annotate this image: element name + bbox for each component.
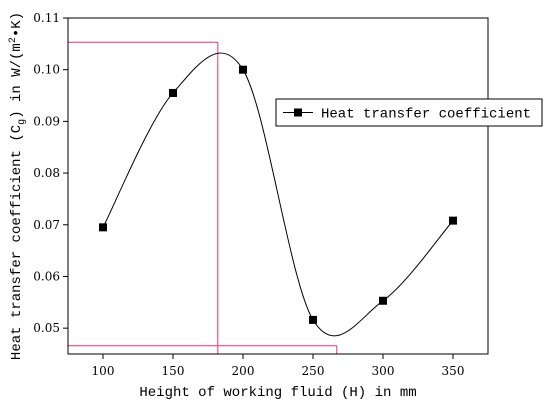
y-axis: 0.05 0.06 0.07 0.08 0.09 0.10 0.11 bbox=[33, 11, 68, 335]
x-axis: 100 150 200 250 300 350 bbox=[92, 354, 465, 378]
data-point-0 bbox=[99, 223, 107, 232]
x-tick-label-4: 300 bbox=[372, 364, 395, 378]
data-point-1 bbox=[169, 88, 177, 97]
y-tick-label-6: 0.11 bbox=[33, 11, 60, 25]
y-tick-label-3: 0.08 bbox=[33, 166, 60, 180]
y-axis-title-part-1: Heat transfer coefficient (C bbox=[9, 125, 25, 360]
y-axis-title-part-3: •K) bbox=[9, 12, 25, 37]
y-tick-label-1: 0.06 bbox=[33, 269, 60, 283]
annotation-layer bbox=[68, 41, 338, 354]
y-tick-label-4: 0.09 bbox=[33, 114, 60, 128]
x-tick-label-1: 150 bbox=[162, 364, 185, 378]
plot-frame bbox=[67, 17, 489, 355]
y-tick-label-2: 0.07 bbox=[33, 218, 60, 232]
legend-box bbox=[275, 98, 543, 127]
legend-label: Heat transfer coefficient bbox=[321, 107, 531, 123]
marker-layer bbox=[99, 65, 457, 324]
series-line-0 bbox=[102, 52, 454, 337]
data-point-3 bbox=[309, 315, 317, 324]
legend-marker-square bbox=[294, 108, 302, 117]
x-tick-label-0: 100 bbox=[92, 364, 115, 378]
legend: Heat transfer coefficient bbox=[275, 98, 543, 127]
y-axis-title-part-2: ) in W/(m bbox=[9, 43, 25, 119]
curve-layer bbox=[102, 52, 454, 337]
y-axis-title: Heat transfer coefficient (Cg) in W/(m2•… bbox=[8, 12, 28, 360]
x-tick-label-2: 200 bbox=[232, 364, 255, 378]
x-axis-title: Height of working fluid (H) in mm bbox=[139, 385, 416, 401]
data-point-4 bbox=[379, 296, 387, 305]
y-tick-label-0: 0.05 bbox=[33, 321, 60, 335]
data-point-2 bbox=[239, 65, 247, 74]
y-axis-title-subscript: g bbox=[17, 119, 28, 125]
x-tick-label-5: 350 bbox=[442, 364, 465, 378]
data-point-5 bbox=[449, 216, 457, 225]
x-tick-label-3: 250 bbox=[302, 364, 325, 378]
y-axis-title-superscript: 2 bbox=[8, 37, 19, 43]
y-tick-label-5: 0.10 bbox=[33, 63, 60, 77]
